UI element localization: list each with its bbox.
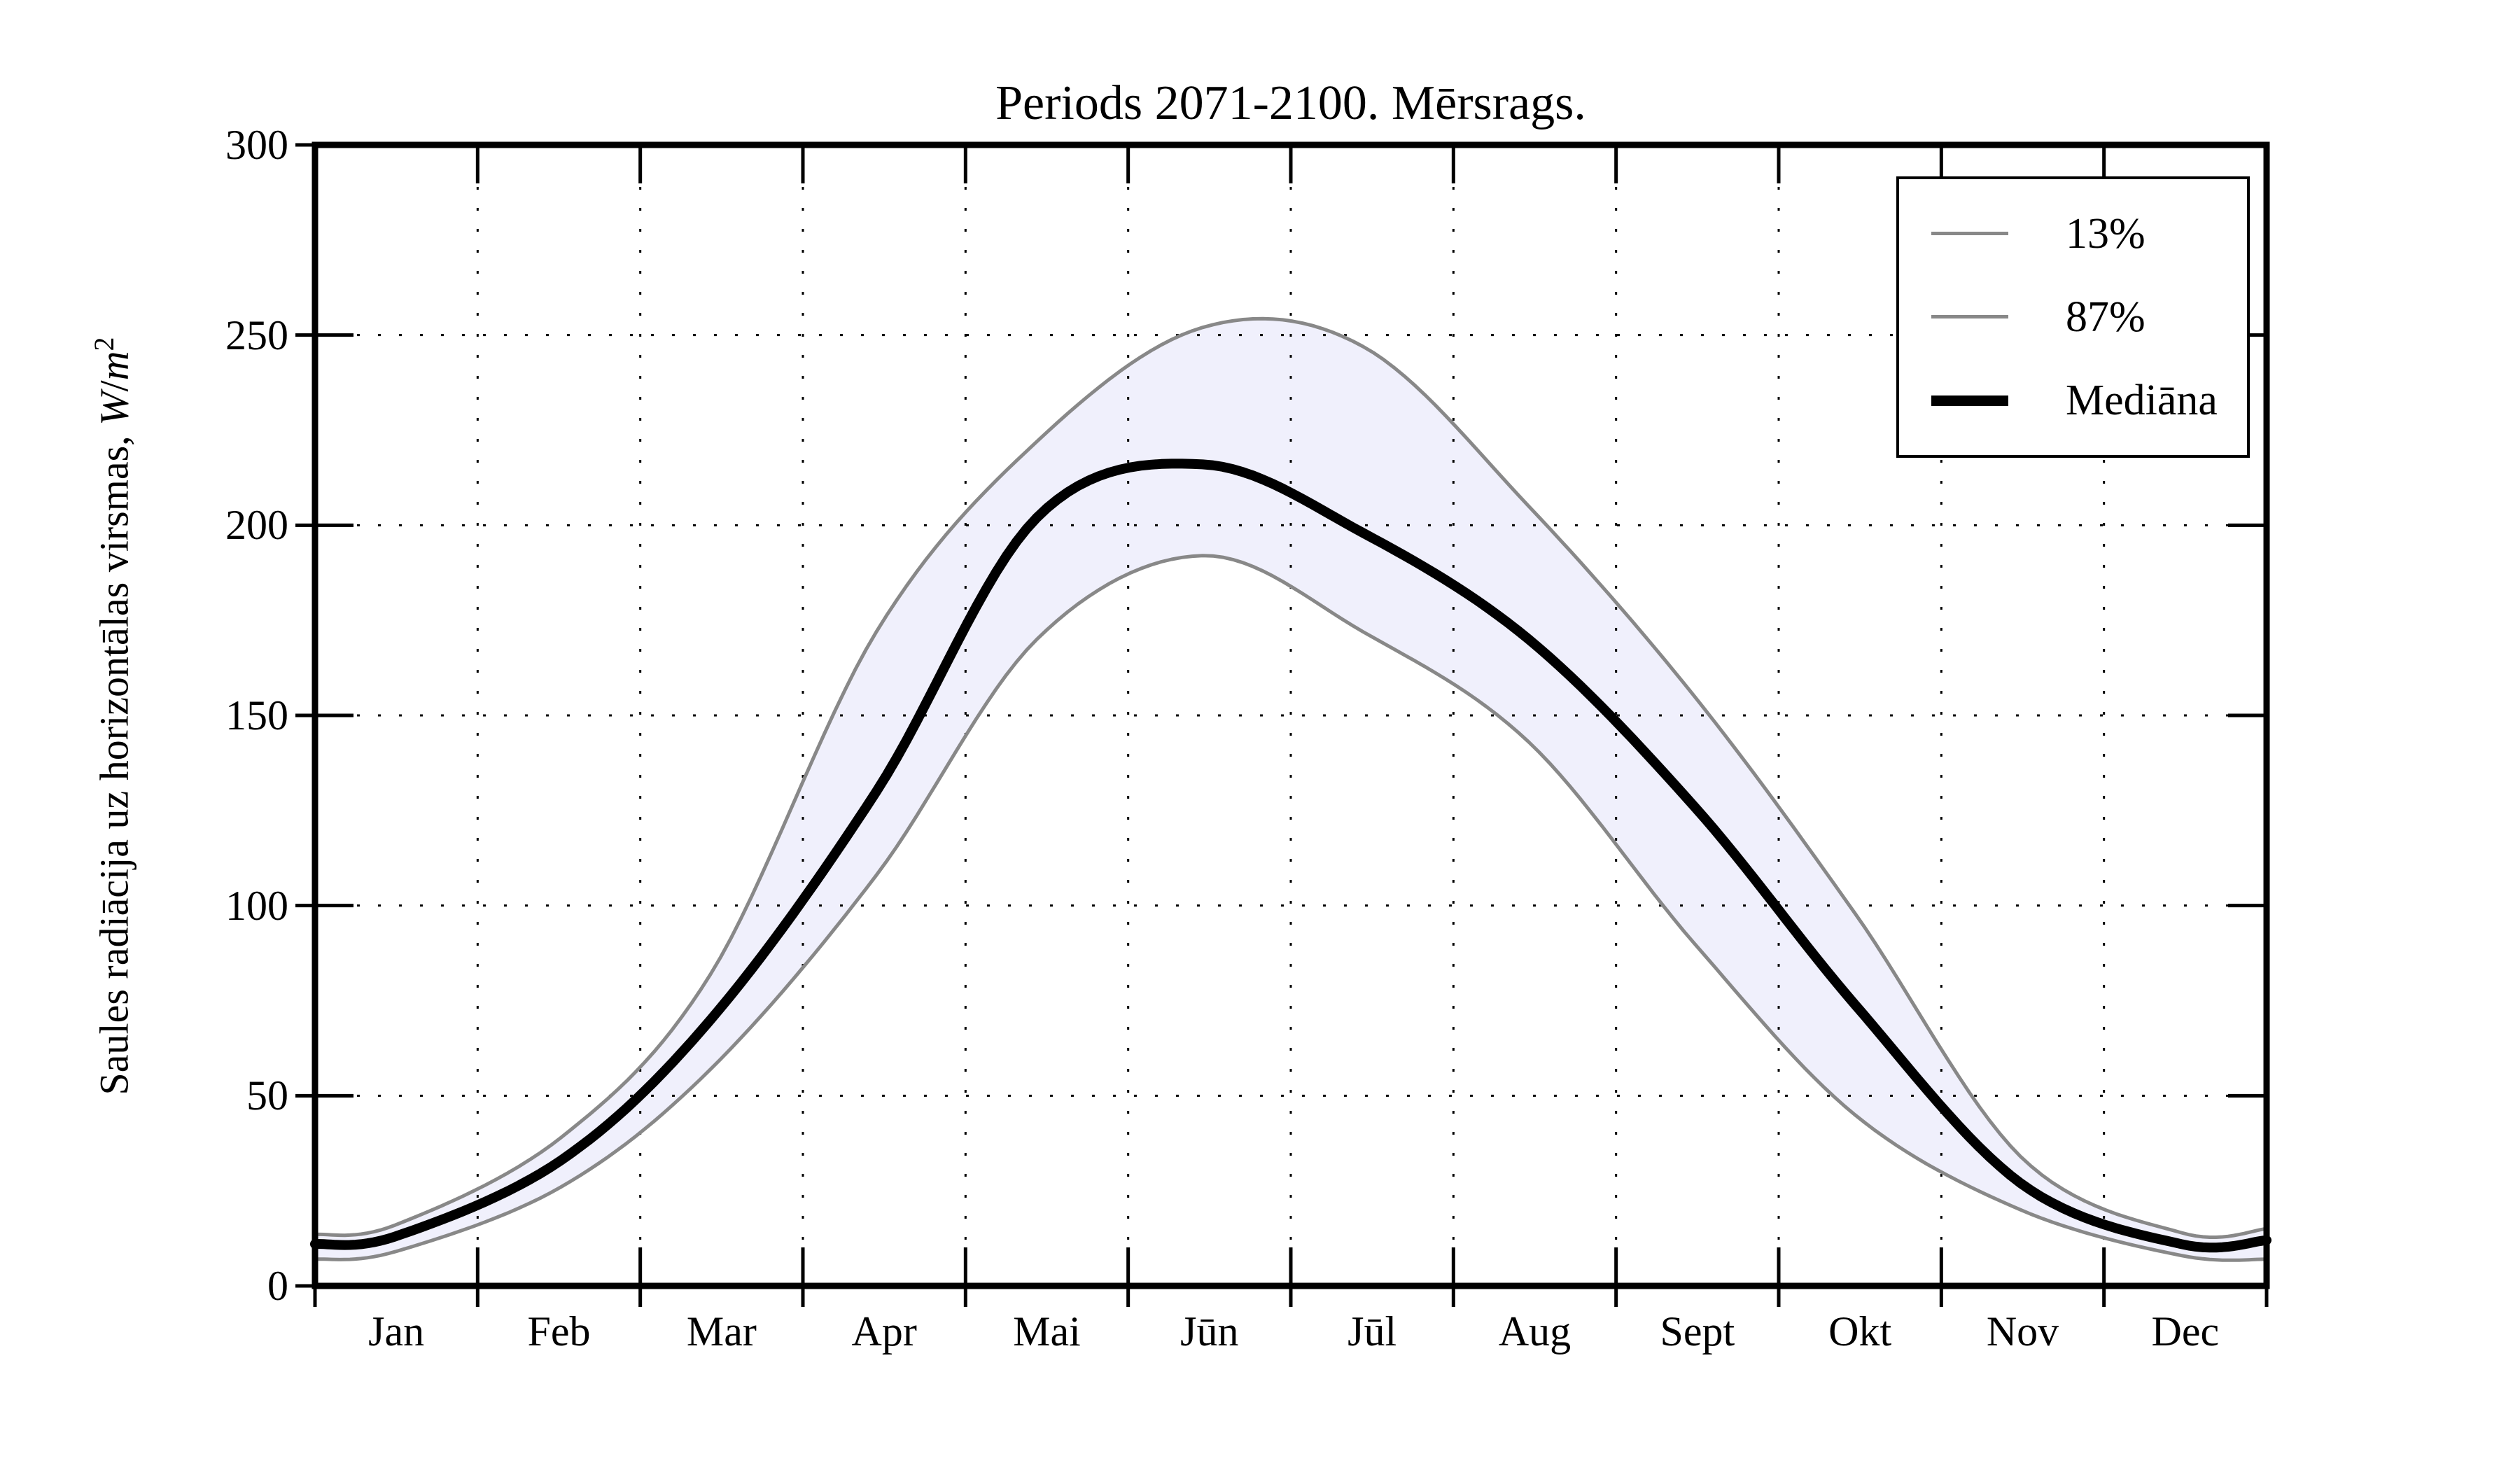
x-tick-label-jūn: Jūn: [1180, 1308, 1239, 1354]
y-tick-label-0: 0: [267, 1263, 288, 1309]
y-tick-label-300: 300: [225, 122, 288, 168]
y-tick-label-50: 50: [246, 1072, 288, 1119]
legend-line-sample: [1931, 315, 2008, 319]
percentile-band: [315, 318, 2267, 1261]
legend: 13% 87% Mediāna: [1896, 176, 2250, 458]
x-tick-label-apr: Apr: [851, 1308, 917, 1354]
legend-item-87-: 87%: [1899, 295, 2247, 339]
legend-label: 87%: [2066, 293, 2146, 341]
x-tick-label-aug: Aug: [1498, 1308, 1572, 1354]
curve-median: [310, 458, 2272, 1253]
curve-13-percent: [313, 554, 2269, 1262]
chart-title: Periods 2071-2100. Mērsrags.: [995, 76, 1586, 130]
legend-item-13-: 13%: [1899, 212, 2247, 255]
x-tick-label-nov: Nov: [1986, 1308, 2059, 1354]
legend-label: 13%: [2066, 209, 2146, 258]
x-tick-label-jūl: Jūl: [1348, 1308, 1397, 1354]
curve-87-percent: [313, 316, 2269, 1239]
x-tick-label-dec: Dec: [2151, 1308, 2220, 1354]
x-tick-label-feb: Feb: [527, 1308, 591, 1354]
x-tick-label-mai: Mai: [1013, 1308, 1081, 1354]
x-tick-label-okt: Okt: [1828, 1308, 1892, 1354]
y-tick-label-100: 100: [225, 882, 288, 929]
legend-line-sample: [1931, 232, 2008, 236]
x-tick-label-jan: Jan: [368, 1308, 425, 1354]
y-tick-label-250: 250: [225, 312, 288, 358]
legend-label: Mediāna: [2066, 377, 2218, 425]
y-tick-label-150: 150: [225, 692, 288, 738]
x-tick-label-mar: Mar: [686, 1308, 757, 1354]
y-tick-label-200: 200: [225, 502, 288, 549]
legend-item-medi-na: Mediāna: [1899, 379, 2247, 422]
legend-line-sample: [1931, 395, 2008, 406]
x-tick-label-sept: Sept: [1660, 1308, 1735, 1354]
